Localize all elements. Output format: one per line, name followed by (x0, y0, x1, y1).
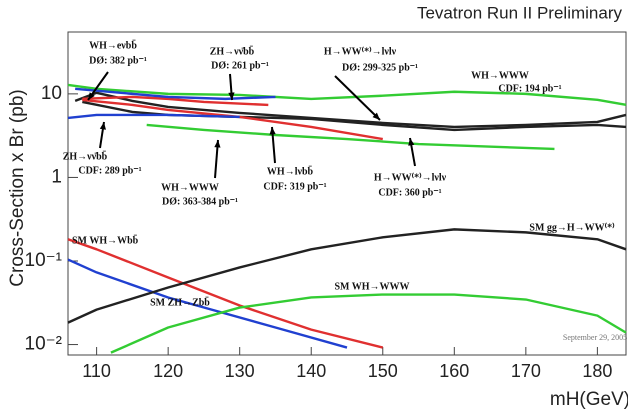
data-line (67, 238, 384, 349)
annotation: ZH→νν̄bb̄ (63, 150, 108, 162)
x-tick-label: 150 (368, 361, 398, 381)
data-line (82, 95, 269, 107)
data-line (67, 83, 627, 106)
data-line (82, 98, 383, 141)
data-line (82, 100, 627, 132)
y-tick-label: 1 (51, 166, 62, 187)
plot-frame (67, 31, 627, 356)
y-tick-label: 10⁻¹ (25, 250, 63, 271)
x-tick-label: 110 (82, 361, 111, 381)
y-tick-label: 10 (41, 83, 62, 104)
annotation: SM gg→H→WW⁽*⁾ (529, 222, 615, 233)
y-axis-label: Cross-Section x Br (pb) (7, 89, 28, 286)
arrow-head (228, 92, 235, 100)
data-line (146, 123, 555, 151)
annotation: CDF: 289 pb⁻¹ (78, 165, 141, 176)
annotation: CDF: 194 pb⁻¹ (498, 83, 561, 94)
x-tick-label: 130 (225, 361, 255, 381)
x-tick-label: 160 (439, 361, 469, 381)
annotation: DØ: 382 pb⁻¹ (89, 55, 147, 66)
annotation: SM ZH→Zbb̄ (150, 296, 210, 308)
x-tick-label: 180 (582, 361, 612, 381)
arrow-head (408, 138, 415, 146)
annotation: WH→lνbb̄ (267, 165, 314, 177)
x-axis-label: mH(GeV) (550, 389, 628, 410)
annotation: WH→WWW (161, 182, 219, 193)
annotation: CDF: 360 pb⁻¹ (378, 187, 441, 198)
arrow-head (88, 92, 95, 100)
y-tick-label: 10⁻² (25, 334, 63, 355)
x-tick-label: 120 (153, 361, 183, 381)
arrow-head (99, 122, 106, 130)
arrow-head (214, 140, 221, 148)
annotation: H→WW⁽*⁾→lνlν (324, 46, 397, 57)
annotation: WH→WWW (471, 70, 529, 81)
data-line (67, 258, 348, 349)
x-tick-label: 140 (296, 361, 326, 381)
annotation-arrow (334, 75, 381, 121)
data-line (110, 293, 627, 354)
data-line (75, 87, 276, 101)
data-line (67, 228, 627, 324)
annotation: DØ: 261 pb⁻¹ (211, 60, 269, 71)
annotation: DØ: 299-325 pb⁻¹ (342, 62, 418, 73)
data-line (67, 113, 240, 120)
date-note: September 29, 2005 (563, 333, 627, 342)
annotation: CDF: 319 pb⁻¹ (263, 181, 326, 192)
arrow-head (269, 127, 276, 135)
annotation: SM WH→Wbb̄ (72, 234, 139, 246)
annotation: ZH→νν̄bb̄ (210, 45, 255, 57)
arrow-head (372, 112, 380, 120)
chart-title: Tevatron Run II Preliminary (417, 3, 623, 22)
annotation: DØ: 363-384 pb⁻¹ (162, 196, 238, 207)
x-tick-label: 170 (511, 361, 541, 381)
annotation: SM WH→WWW (334, 281, 409, 292)
annotation: H→WW⁽*⁾→lνlν (374, 172, 447, 183)
annotation: WH→eνbb̄ (89, 39, 137, 51)
